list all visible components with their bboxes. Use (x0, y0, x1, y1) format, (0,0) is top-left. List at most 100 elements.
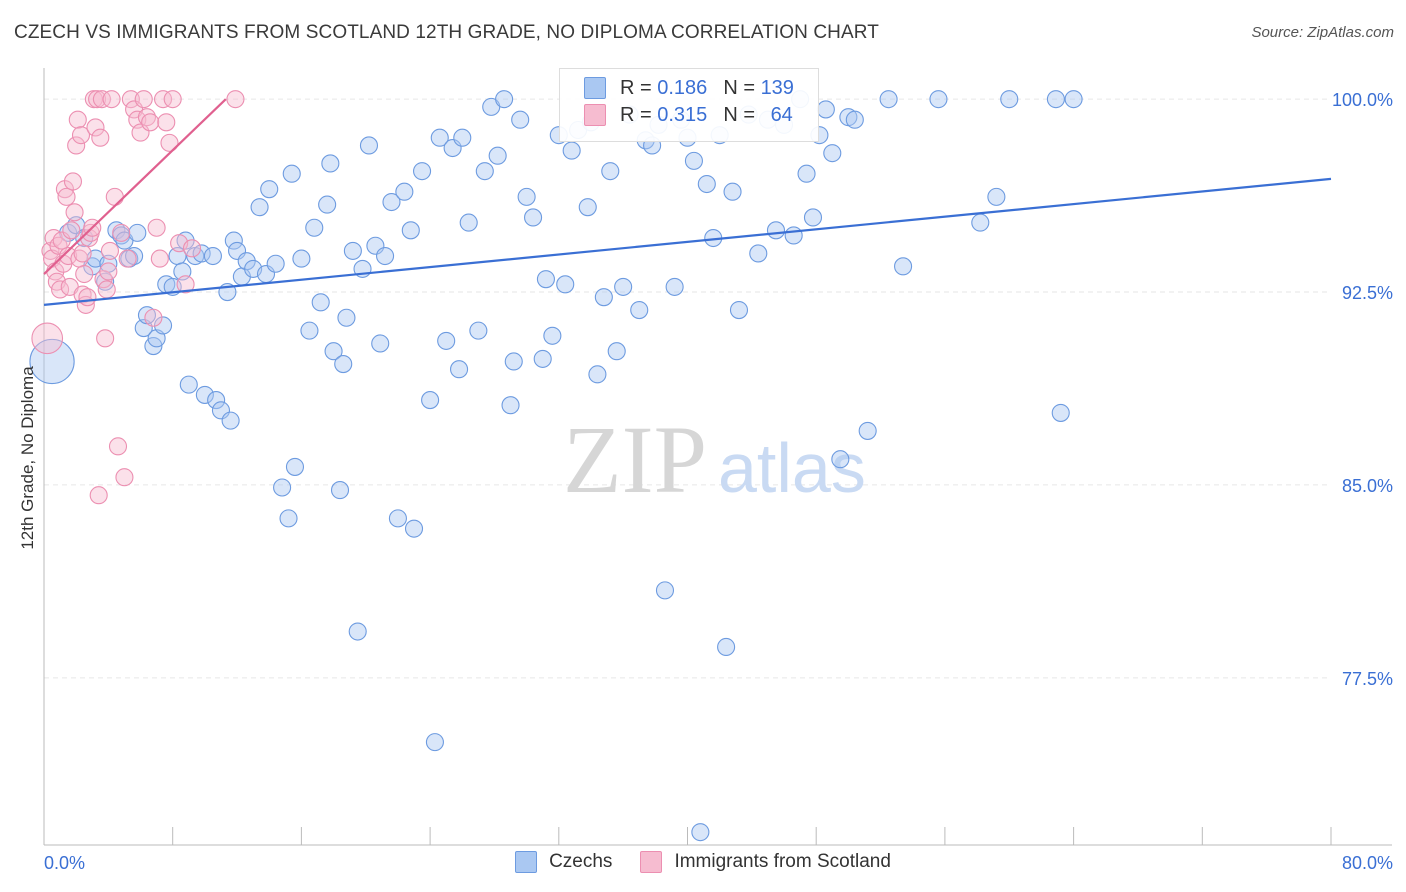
scotland-point (108, 437, 128, 456)
czechs-point (195, 385, 214, 404)
czechs-point (330, 481, 350, 500)
czechs-point (395, 182, 414, 201)
scotland-point (75, 264, 94, 284)
czechs-point (153, 316, 173, 335)
czechs-point (450, 360, 469, 379)
czechs-point (359, 136, 379, 155)
czechs-point (29, 338, 75, 385)
scotland-point (112, 223, 131, 242)
series-legend: Czechs Immigrants from Scotland (0, 851, 1406, 873)
scotland-point (118, 249, 137, 268)
czechs-point (401, 221, 420, 240)
czechs-point (305, 218, 324, 237)
czechs-point (717, 637, 736, 657)
scotland-points (31, 90, 245, 505)
czechs-point (376, 246, 395, 266)
scotland-point (176, 275, 195, 294)
scotland-point (105, 187, 124, 206)
czechs-point (1064, 90, 1083, 109)
source-label: Source: ZipAtlas.com (1251, 24, 1394, 41)
czechs-point (797, 164, 816, 183)
czechs-point (971, 213, 990, 232)
axes (43, 68, 1392, 846)
czechs-point (224, 231, 243, 250)
chart-title: CZECH VS IMMIGRANTS FROM SCOTLAND 12TH G… (14, 22, 879, 43)
scotland-point (134, 90, 153, 109)
legend-item-scotland[interactable]: Immigrants from Scotland (640, 851, 891, 873)
legend-n-scotland: 64 (770, 103, 793, 126)
czechs-point (578, 198, 597, 217)
scotland-point (59, 246, 78, 266)
czechs-point (723, 182, 742, 201)
czechs-point (816, 100, 835, 119)
czechs-point (260, 180, 279, 199)
czechs-point (404, 519, 424, 538)
czechs-point (300, 321, 319, 340)
czechs-point (501, 396, 520, 415)
czechs-point (348, 622, 367, 641)
y-tick-label: 92.5% (1342, 283, 1393, 303)
czechs-point (128, 223, 147, 242)
czechs-point (601, 162, 620, 181)
czechs-point (250, 198, 269, 217)
legend-row-czechs: R = 0.186 N = 139 (584, 75, 794, 101)
czechs-point (285, 457, 305, 476)
scotland-point (115, 468, 134, 487)
legend-r-scotland: 0.315 (657, 103, 708, 126)
czechs-point (430, 128, 449, 147)
legend-label-czechs: Czechs (549, 851, 613, 872)
czechs-point (475, 162, 494, 181)
czechs-point (655, 581, 675, 600)
czechs-point (803, 208, 823, 227)
czechs-point (684, 151, 703, 170)
czechs-point (879, 90, 898, 109)
czechs-point (453, 128, 472, 147)
czechs-point (334, 355, 353, 374)
czechs-point (266, 254, 285, 273)
scotland-point (65, 203, 84, 222)
y-tick-label: 77.5% (1342, 669, 1393, 689)
legend-r-label: R = (620, 103, 652, 126)
legend-r-label: R = (620, 76, 652, 99)
scotland-point (100, 241, 120, 260)
czechs-point (929, 90, 948, 109)
czechs-point (221, 411, 240, 430)
czechs-trend-line (43, 177, 1332, 306)
czechs-point (371, 334, 390, 353)
czechs-point (421, 391, 440, 410)
scotland-point (102, 90, 121, 109)
czechs-point (437, 331, 456, 350)
czechs-point (533, 349, 552, 368)
czechs-point (894, 257, 913, 276)
czechs-point (729, 300, 749, 320)
scotland-point (150, 249, 169, 268)
czechs-point (588, 365, 607, 384)
scotland-point (226, 90, 245, 109)
scotland-point (67, 136, 86, 155)
czechs-point (273, 478, 292, 497)
czechs-point (691, 823, 710, 842)
czechs-point (382, 192, 401, 212)
watermark-atlas: atlas (718, 429, 866, 507)
scotland-point (92, 90, 111, 109)
scotland-point (99, 262, 118, 281)
tick-labels: 100.0% 92.5% 85.0% 77.5% 0.0% 80.0% (44, 90, 1393, 873)
czechs-point (630, 300, 649, 320)
scotland-point (57, 187, 76, 206)
legend-item-czechs[interactable]: Czechs (515, 851, 612, 873)
czechs-point (1051, 403, 1070, 422)
czechs-point (562, 141, 581, 160)
legend-label-scotland: Immigrants from Scotland (674, 851, 891, 872)
czechs-point (987, 187, 1006, 206)
scotland-point (97, 280, 116, 299)
scotland-point (147, 218, 166, 237)
scotland-point (163, 90, 182, 109)
czechs-point (504, 352, 523, 371)
scotland-point (141, 113, 160, 132)
scotland-point (71, 126, 91, 145)
czechs-point (524, 208, 543, 227)
czechs-point (784, 226, 803, 245)
trend-lines (43, 98, 1332, 306)
czechs-point (488, 146, 507, 165)
